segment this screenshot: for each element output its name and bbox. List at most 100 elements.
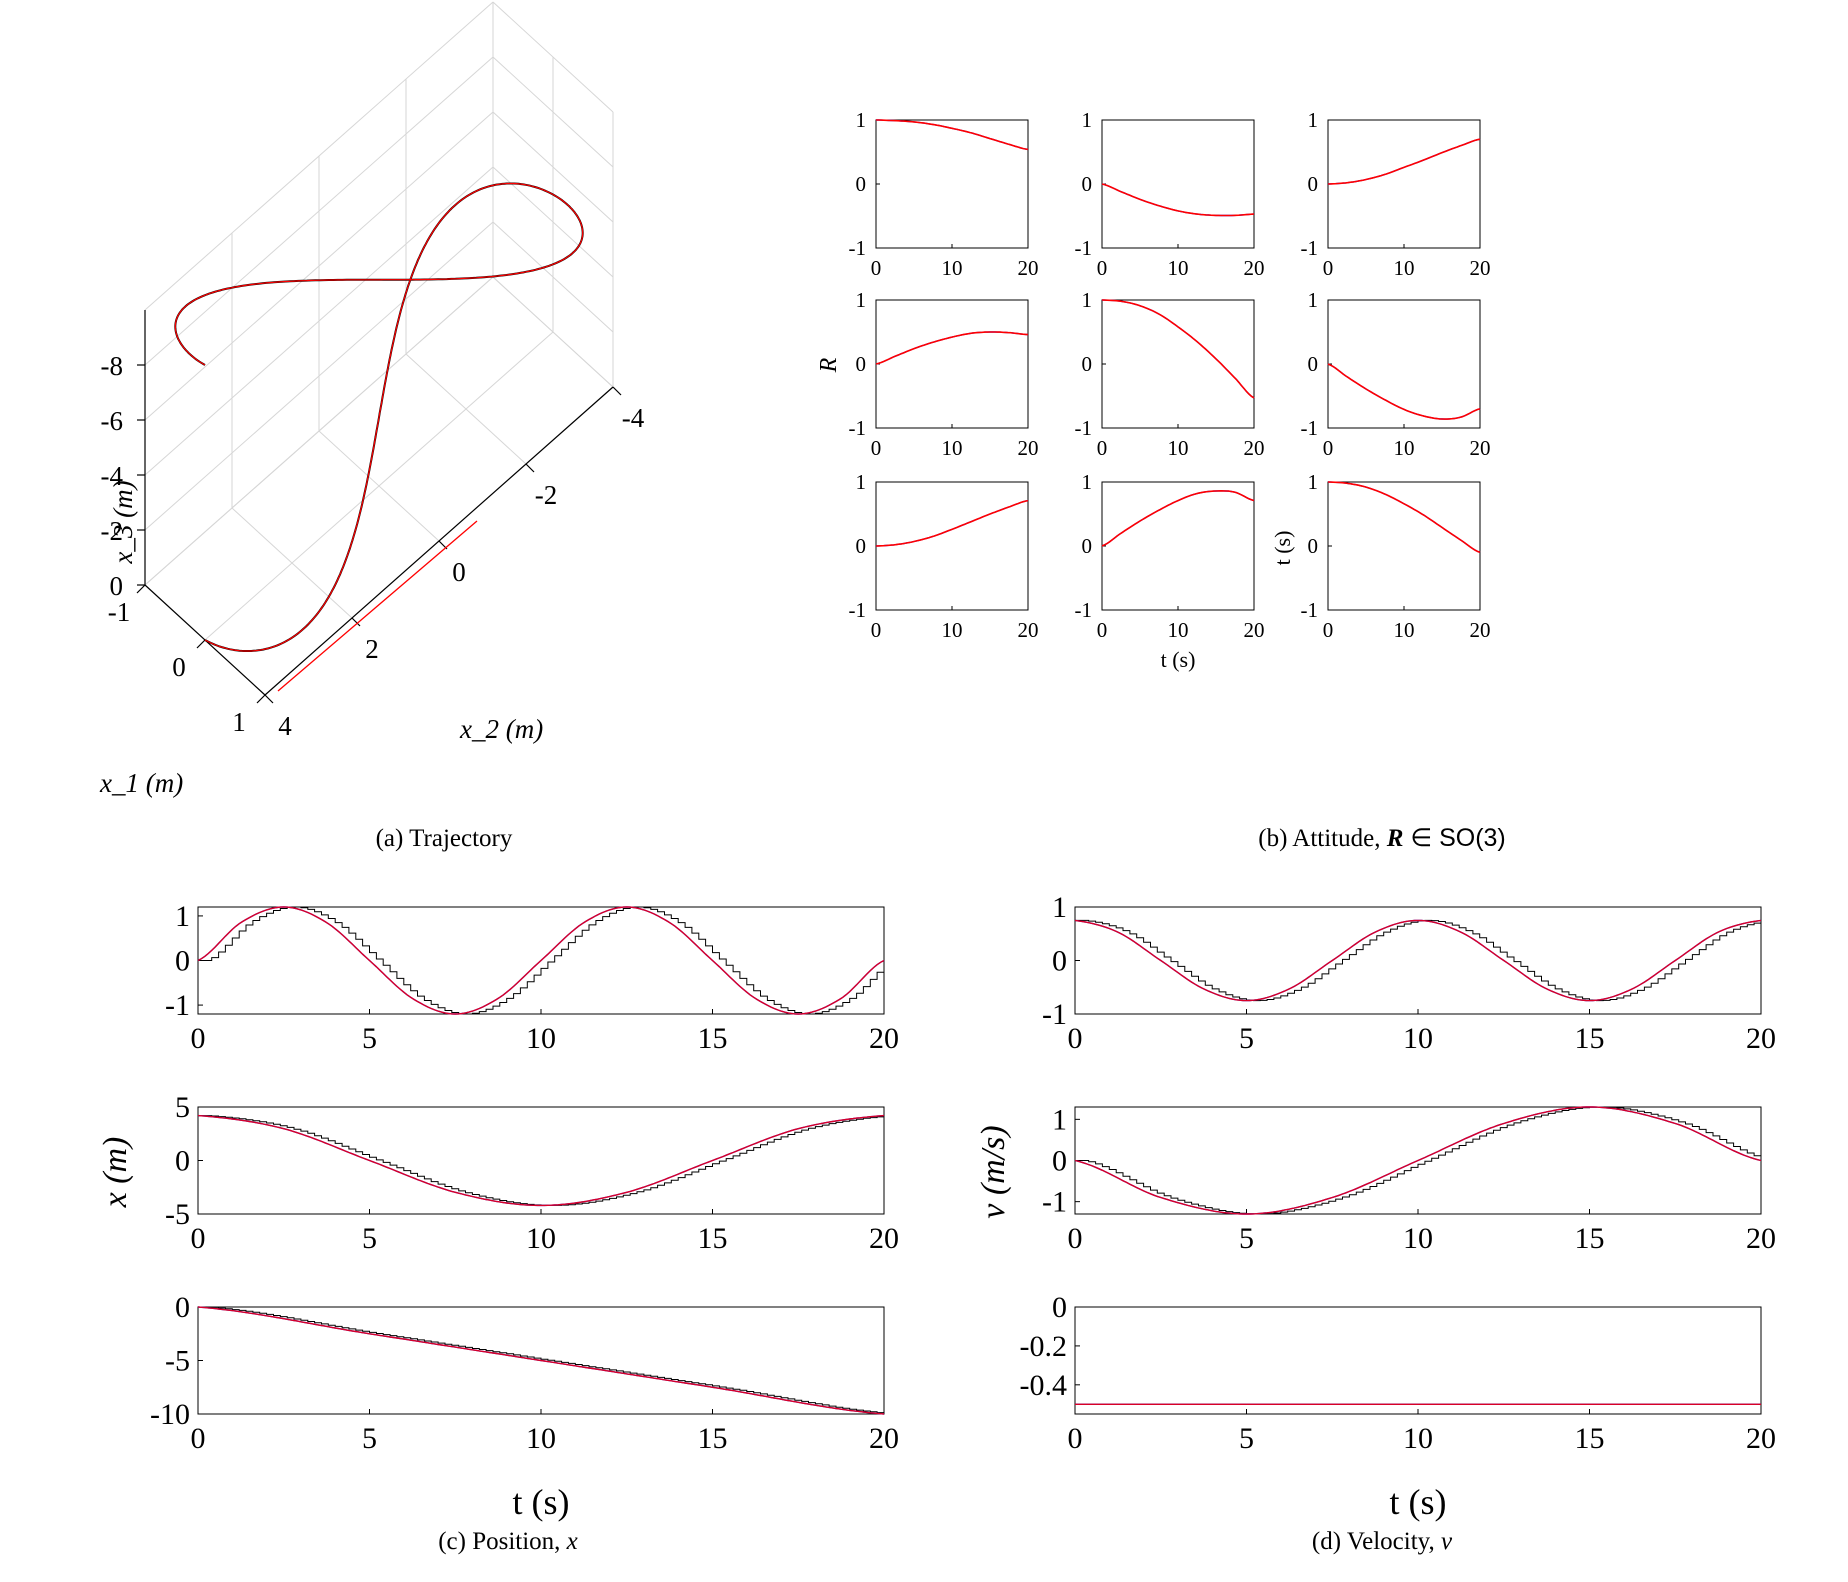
x-tick-label: 20 [869,1022,899,1055]
x-tick-label: 20 [1470,618,1491,642]
position-subplot-x3: 0-5-100 5 10 15 20 [150,1291,899,1455]
x-tick-label: 0 [1097,618,1108,642]
grid-line [492,56,614,168]
x-tick-label: 10 [526,1422,556,1455]
x-tick-label: 10 [526,1022,556,1055]
grid-line [492,1,614,113]
y-tick-label: -1 [1075,236,1093,260]
x-tick-label: 15 [698,1422,728,1455]
series-reference [1074,1106,1762,1215]
x3-tick-label: -2 [101,516,124,546]
grid-line [492,166,614,278]
grid-line [144,166,494,476]
y-tick-label: 1 [1308,288,1319,312]
series-estimate [1074,919,1762,1002]
y-tick-label: 1 [856,288,867,312]
x-tick-label: 15 [1575,1422,1605,1455]
x-tick-label: 0 [871,618,882,642]
x2-tick-mark [264,694,274,704]
series-estimate [876,119,1029,151]
x-tick-label: 20 [869,1422,899,1455]
y-tick-label: -1 [1042,998,1067,1031]
series-reference [1327,481,1481,554]
x1-axis-label: x_1 (m) [99,768,183,798]
y-tick-label: 1 [1082,288,1093,312]
x1-tick-label: 1 [232,707,246,737]
axes-box [875,481,1029,611]
x-tick-label: 0 [1323,436,1334,460]
position-subplot-x1: 10-10 5 10 15 20 [165,900,899,1055]
y-tick-label: -1 [849,236,867,260]
grid-line [144,1,494,311]
y-tick-label: 1 [1052,1103,1067,1136]
x-tick-label: 20 [1746,1222,1776,1255]
velocity-y-axis-label: v (m/s) [975,1125,1012,1218]
y-tick-label: -1 [165,989,190,1022]
axes-box [1074,1306,1762,1415]
attitude-subplot-R21: 10-10 10 20 [849,288,1039,460]
y-tick-label: 1 [856,108,867,132]
x-tick-label: 10 [942,256,963,280]
caption-c: (c) Position, x [438,1528,578,1555]
series-reference [875,331,1029,365]
axis-label-t-vertical: t (s) [1270,531,1295,566]
series-reference [1101,489,1255,547]
y-tick-label: 0 [175,1291,190,1324]
y-tick-label: 0 [856,352,867,376]
x-tick-label: 15 [1575,1022,1605,1055]
series-measured [198,906,884,1015]
y-tick-label: -10 [150,1398,190,1431]
y-tick-label: 1 [1308,108,1319,132]
grid-line [144,111,494,421]
x-tick-label: 20 [1746,1022,1776,1055]
series-reference [875,499,1029,547]
y-tick-label: 1 [1082,108,1093,132]
attitude-subplot-R12: 10-10 10 20 [1075,108,1265,280]
x-tick-label: 20 [1470,436,1491,460]
x-tick-label: 20 [1470,256,1491,280]
y-tick-label: -5 [165,1345,190,1378]
x-tick-label: 20 [1746,1422,1776,1455]
x-tick-label: 5 [362,1222,377,1255]
axis-label-t: t (s) [1161,647,1196,672]
series-reference [197,1306,885,1415]
y-tick-label: 0 [1308,172,1319,196]
x1-tick-mark [136,584,146,594]
x-tick-label: 0 [191,1022,206,1055]
x-tick-label: 0 [191,1422,206,1455]
x2-tick-label: 0 [452,557,466,587]
x-tick-label: 10 [942,618,963,642]
y-tick-label: -0.4 [1020,1369,1068,1402]
series-reference [1101,299,1255,399]
position-y-axis-label: x (m) [97,1137,134,1209]
x1-tick-label: -1 [108,597,131,627]
series-estimate [1101,299,1255,399]
velocity-subplot-v3: 0-0.2-0.40 5 10 15 20 [1020,1291,1777,1455]
x-tick-label: 10 [1394,436,1415,460]
x-tick-label: 20 [1244,256,1265,280]
y-tick-label: -1 [849,598,867,622]
attitude-subplot-R22: 10-10 10 20 [1075,288,1265,460]
x-tick-label: 10 [1168,618,1189,642]
axes-box [1101,299,1255,429]
x-tick-label: 0 [871,256,882,280]
x1-tick-mark [256,694,266,704]
y-tick-label: -1 [1075,416,1093,440]
y-tick-label: 0 [1082,172,1093,196]
x-tick-label: 20 [1018,436,1039,460]
y-tick-label: 0 [1308,352,1319,376]
x-tick-label: 10 [942,436,963,460]
caption-b: (b) Attitude, R ∈ SO(3) [1258,824,1506,852]
x2-tick-label: 2 [365,634,379,664]
series-measured [198,1115,884,1206]
y-tick-label: -0.2 [1020,1330,1068,1363]
x-tick-label: 0 [871,436,882,460]
x-tick-label: 0 [1323,618,1334,642]
x-tick-label: 15 [698,1222,728,1255]
y-tick-label: 1 [175,900,190,933]
x-tick-label: 0 [1097,256,1108,280]
